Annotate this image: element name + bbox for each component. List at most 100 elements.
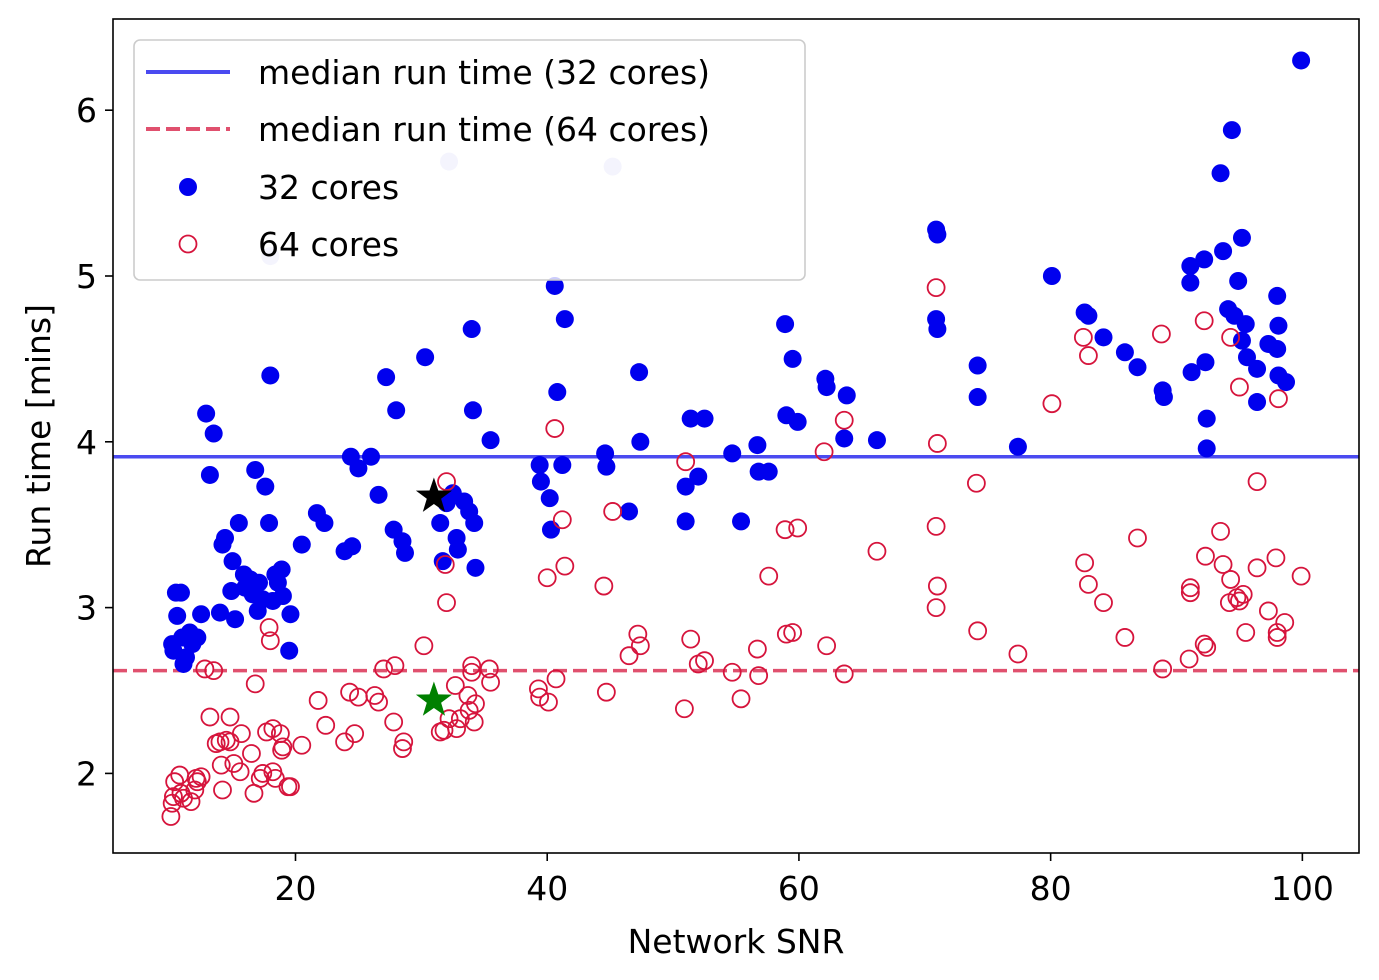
point-32-cores [1009,438,1027,456]
point-32-cores [370,486,388,504]
point-32-cores [464,401,482,419]
point-64-cores [1196,312,1213,329]
point-32-cores [256,478,274,496]
point-64-cores [598,684,615,701]
point-32-cores [362,448,380,466]
point-32-cores [1116,343,1134,361]
point-32-cores [532,473,550,491]
point-32-cores [1095,328,1113,346]
point-32-cores [188,628,206,646]
point-32-cores [216,529,234,547]
point-32-cores [1233,332,1251,350]
legend-label-median-64: median run time (64 cores) [258,110,710,149]
point-32-cores [868,431,886,449]
point-64-cores [1075,329,1092,346]
point-64-cores [621,647,638,664]
point-32-cores [1233,229,1251,247]
point-32-cores [548,383,566,401]
legend-label-64-cores: 64 cores [258,225,399,264]
point-64-cores [969,622,986,639]
point-64-cores [546,420,563,437]
point-64-cores [201,709,218,726]
point-32-cores [1181,274,1199,292]
point-64-cores [1129,529,1146,546]
point-32-cores [416,348,434,366]
point-64-cores [760,568,777,585]
point-32-cores [1079,307,1097,325]
point-32-cores [1277,373,1295,391]
x-axis-label: Network SNR [628,922,845,961]
point-32-cores [1248,393,1266,411]
point-32-cores [293,536,311,554]
point-32-cores [818,378,836,396]
point-64-cores [1076,554,1093,571]
point-64-cores [696,652,713,669]
y-tick-label: 3 [76,589,97,628]
point-32-cores [172,584,190,602]
point-64-cores [310,692,327,709]
point-32-cores [246,461,264,479]
point-32-cores [1229,272,1247,290]
point-32-cores [1198,410,1216,428]
point-32-cores [343,537,361,555]
point-64-cores [482,674,499,691]
point-64-cores [554,511,571,528]
x-tick-label: 100 [1271,869,1334,908]
point-64-cores [1080,576,1097,593]
point-64-cores [293,737,310,754]
point-32-cores [969,357,987,375]
point-32-cores [531,456,549,474]
legend: median run time (32 cores) median run ti… [134,40,805,280]
point-64-cores [676,700,693,717]
point-64-cores [539,569,556,586]
point-32-cores [1269,317,1287,335]
point-32-cores [1198,439,1216,457]
point-64-cores [1249,559,1266,576]
point-32-cores [1268,340,1286,358]
y-tick-label: 5 [76,257,97,296]
point-64-cores [233,725,250,742]
point-64-cores [868,543,885,560]
point-32-cores [431,514,449,532]
point-32-cores [197,405,215,423]
point-64-cores [818,637,835,654]
point-64-cores [749,641,766,658]
point-64-cores [262,632,279,649]
point-64-cores [629,626,646,643]
point-32-cores [597,458,615,476]
point-64-cores [556,558,573,575]
point-32-cores [776,315,794,333]
point-32-cores [261,366,279,384]
point-64-cores [385,714,402,731]
point-32-cores [1212,164,1230,182]
point-32-cores [482,431,500,449]
point-32-cores [1043,267,1061,285]
y-axis: 23456 [76,91,113,793]
point-32-cores [838,386,856,404]
point-64-cores [733,690,750,707]
point-64-cores [1237,624,1254,641]
point-32-cores [1128,358,1146,376]
x-tick-label: 20 [274,869,316,908]
point-64-cores [1249,473,1266,490]
point-64-cores [1231,379,1248,396]
point-64-cores [929,578,946,595]
x-axis: 20 40 60 80 100 [274,853,1333,908]
point-64-cores [836,665,853,682]
point-32-cores [696,410,714,428]
point-32-cores [748,436,766,454]
point-64-cores [548,670,565,687]
point-64-cores [1222,571,1239,588]
point-32-cores [465,514,483,532]
point-32-cores [274,587,292,605]
point-64-cores [789,520,806,537]
point-32-cores [1248,360,1266,378]
point-32-cores [760,463,778,481]
point-64-cores [317,717,334,734]
x-tick-label: 80 [1030,869,1072,908]
point-32-cores [205,425,223,443]
point-32-cores [631,433,649,451]
point-64-cores [1116,629,1133,646]
point-32-cores [315,514,333,532]
point-32-cores [928,320,946,338]
